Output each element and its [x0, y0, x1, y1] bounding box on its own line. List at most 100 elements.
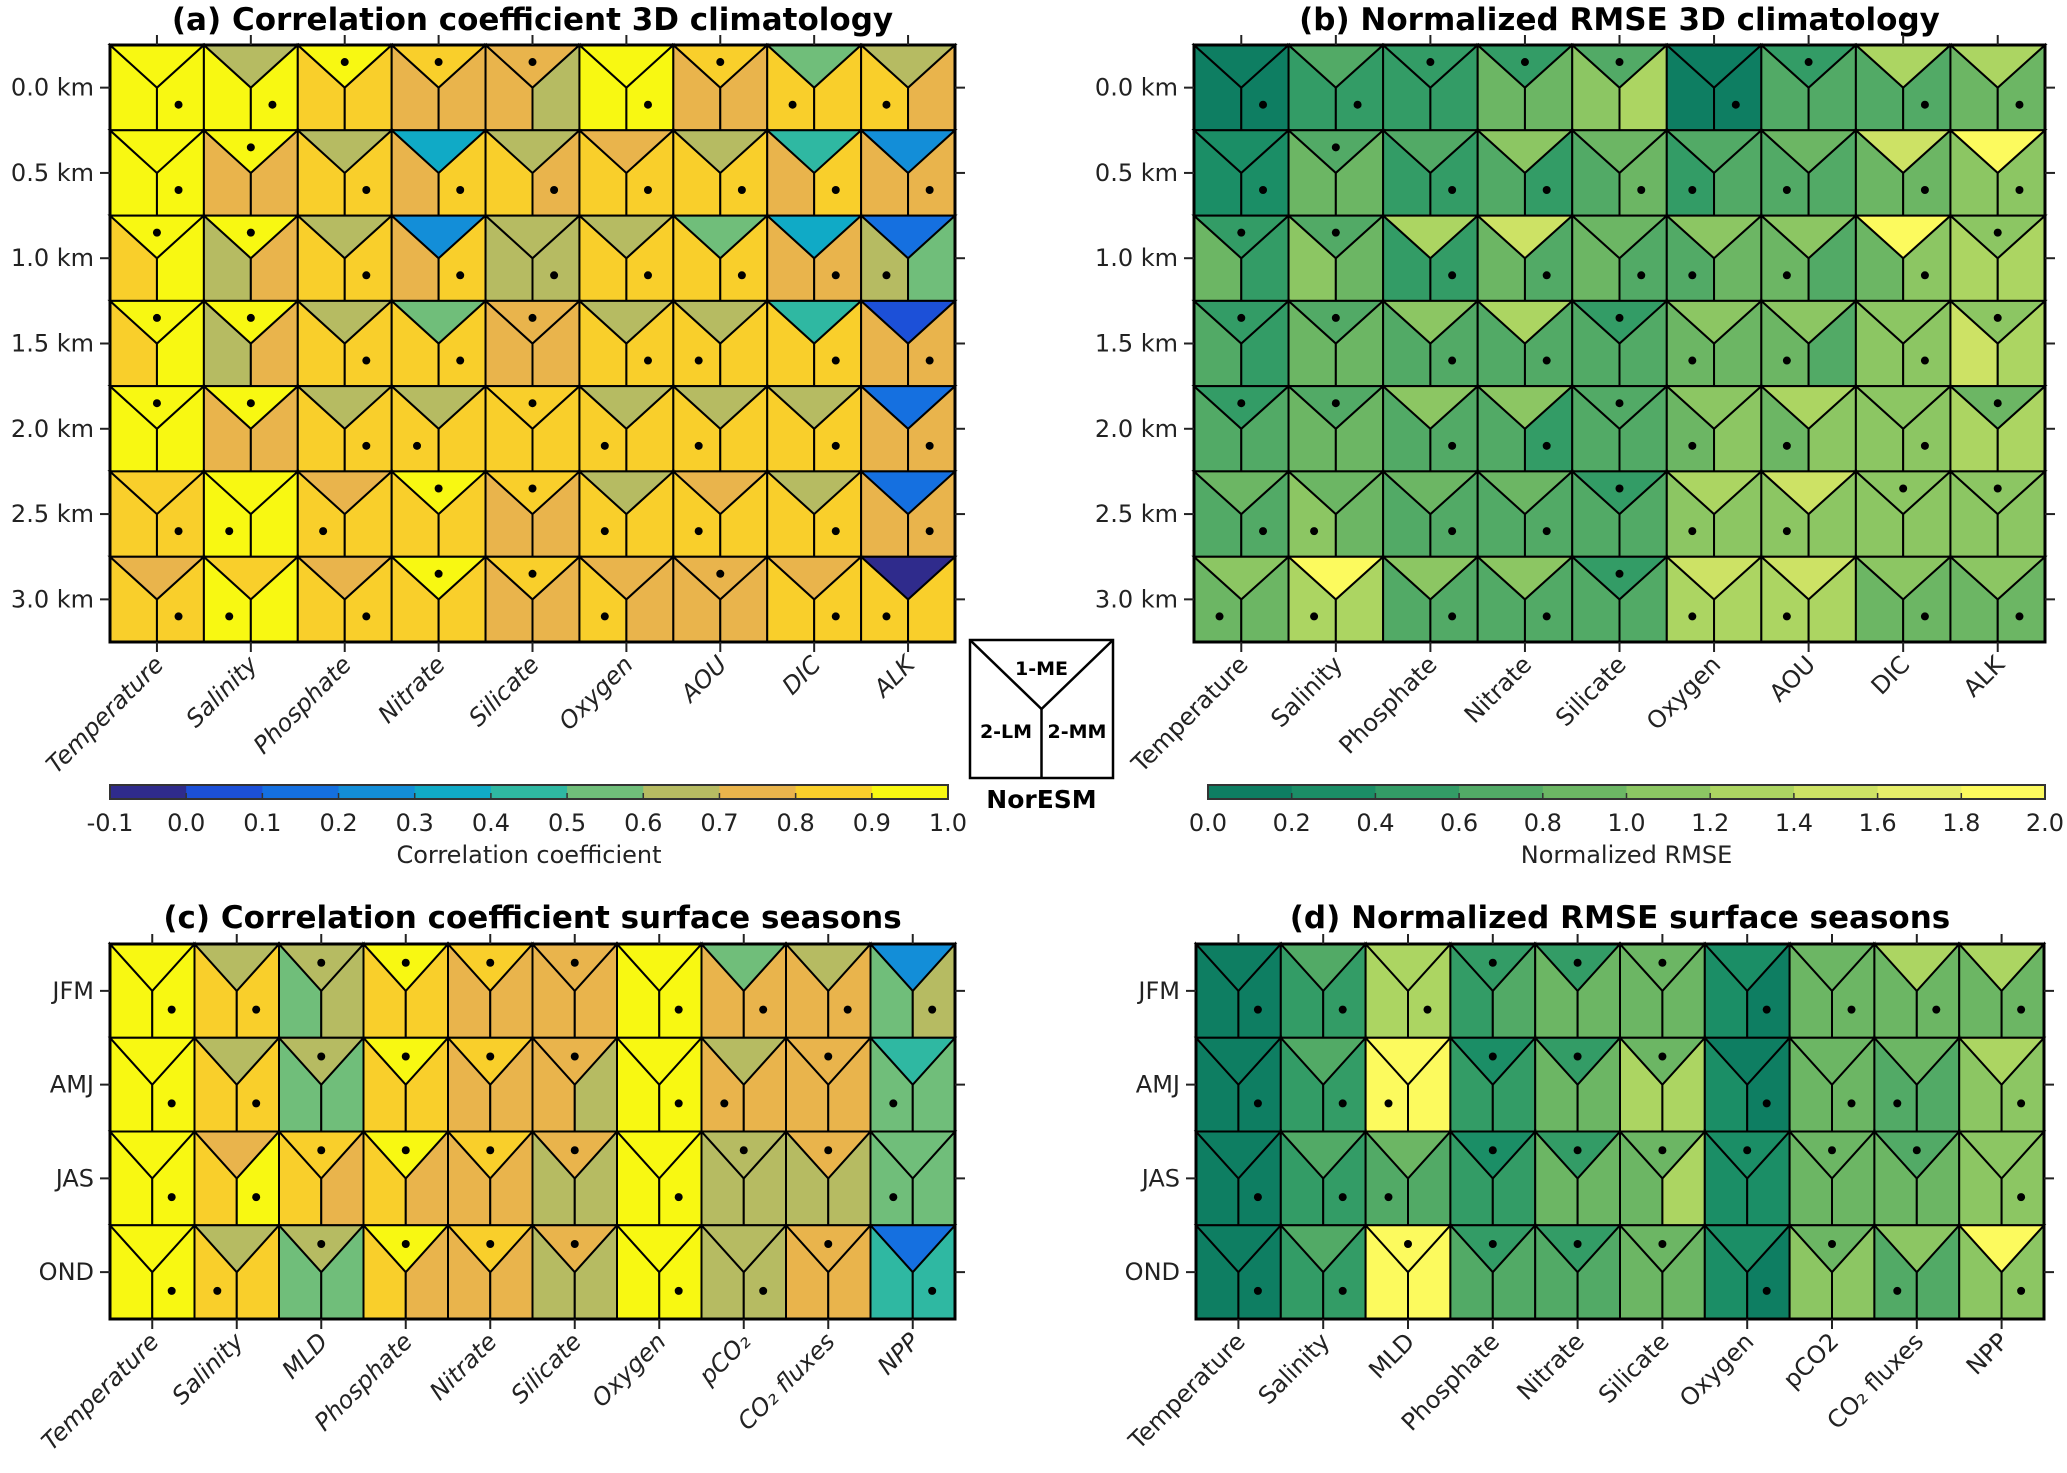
cell-me [1569, 385, 1670, 431]
cell-me [1787, 1224, 1877, 1274]
colorbar-tick-label: 1.4 [1775, 809, 1813, 837]
best-marker-dot [1384, 1193, 1393, 1202]
y-tick-label: JAS [54, 1164, 94, 1192]
x-tick-label: Silicate [1550, 650, 1632, 732]
best-marker-dot [1253, 1286, 1262, 1295]
best-marker-dot [1448, 185, 1457, 194]
best-marker-dot [456, 185, 465, 194]
best-marker-dot [831, 612, 840, 621]
heatmap-cell [389, 554, 489, 643]
best-marker-dot [1488, 1052, 1497, 1061]
best-marker-dot [550, 271, 559, 280]
best-marker-dot [1993, 228, 2002, 237]
x-tick-label: Nitrate [373, 650, 451, 728]
best-marker-dot [2017, 1005, 2026, 1014]
best-marker-dot [643, 185, 652, 194]
colorbar-segment [643, 785, 720, 799]
cell-me [192, 1224, 282, 1274]
heatmap-cell [1532, 941, 1623, 1039]
heatmap-cell [670, 42, 770, 132]
colorbar-tick-label: 2.0 [2026, 809, 2064, 837]
cell-me [107, 1036, 197, 1087]
heatmap-cell [445, 1222, 535, 1320]
y-tick-label: JFM [1136, 977, 1180, 1005]
cell-me [1285, 214, 1386, 260]
x-tick-label: Salinity [1253, 1327, 1336, 1410]
y-tick-label: JAS [1140, 1164, 1180, 1192]
heatmap-cell [858, 554, 958, 643]
best-marker-dot [600, 527, 609, 536]
x-tick-label: ALK [1958, 650, 2011, 703]
best-marker-dot [1573, 958, 1582, 967]
cell-me [295, 129, 395, 175]
heatmap-cell [1191, 554, 1292, 643]
cell-me [1380, 470, 1481, 516]
best-marker-dot [1688, 441, 1697, 450]
heatmap-cell [1448, 1222, 1538, 1320]
x-tick-label: Phosphate [248, 650, 357, 759]
cell-me [1193, 1224, 1284, 1274]
cell-me [1947, 214, 2048, 260]
cell-me [389, 299, 489, 345]
legend-lm-label: 2-LM [980, 721, 1032, 743]
best-marker-dot [737, 271, 746, 280]
heatmap-cell [1664, 213, 1764, 302]
heatmap-cell [201, 128, 301, 217]
best-marker-dot [1338, 1286, 1347, 1295]
best-marker-dot [1762, 1286, 1771, 1295]
cell-me [764, 385, 864, 431]
cell-me [482, 555, 583, 601]
cell-me [445, 1130, 535, 1180]
heatmap-cell [858, 298, 958, 388]
best-marker-dot [1658, 1146, 1667, 1155]
best-marker-dot [252, 1193, 261, 1202]
cell-me [201, 129, 301, 175]
legend-mm-label: 2-MM [1048, 721, 1107, 743]
heatmap-cell [764, 554, 864, 643]
cell-me [1872, 1036, 1962, 1087]
cell-me [482, 299, 583, 345]
colorbar-tick-label: 0.5 [548, 809, 586, 837]
heatmap-cell [107, 213, 207, 302]
colorbar-segment [871, 785, 949, 799]
best-marker-dot [1762, 1005, 1771, 1014]
cell-me [858, 214, 958, 260]
heatmap-cell [482, 469, 583, 558]
cell-me [1617, 1130, 1708, 1180]
heatmap-cell [670, 554, 770, 643]
heatmap-cell [1758, 128, 1859, 217]
heatmap-cell [1380, 128, 1481, 217]
heatmap-cell [699, 1035, 789, 1133]
y-tick-label: AMJ [1136, 1071, 1180, 1099]
y-tick-label: OND [1125, 1258, 1180, 1286]
best-marker-dot [2017, 1286, 2026, 1295]
cell-me [361, 1130, 451, 1180]
best-marker-dot [674, 1286, 683, 1295]
cell-me [1532, 1130, 1623, 1180]
best-marker-dot [1331, 228, 1340, 237]
heatmap-cell [1569, 554, 1670, 643]
x-tick-label: Temperature [1126, 650, 1254, 778]
colorbar-segment [262, 785, 340, 799]
colorbar-tick-label: 0.0 [1189, 809, 1227, 837]
best-marker-dot [1688, 271, 1697, 280]
heatmap-cell [576, 128, 676, 217]
colorbar-frame [109, 784, 949, 800]
heatmap-cell [1193, 1035, 1284, 1133]
colorbar-label: Normalized RMSE [1521, 841, 1733, 869]
heatmap-cell [276, 1128, 366, 1227]
heatmap-cell [201, 298, 301, 388]
cell-me [482, 385, 583, 431]
best-marker-dot [252, 1005, 261, 1014]
colorbar-tick-label: 0.2 [1273, 809, 1311, 837]
best-marker-dot [167, 1193, 176, 1202]
best-marker-dot [925, 356, 934, 365]
best-marker-dot [317, 1052, 326, 1061]
cell-me [1664, 385, 1764, 431]
cell-me [1475, 385, 1575, 431]
heatmap-cell [1569, 42, 1670, 132]
panel-c: (c) Correlation coefficient surface seas… [36, 900, 965, 1456]
best-marker-dot [1520, 58, 1529, 67]
legend-noresm: 1-ME 2-LM 2-MM NorESM [968, 638, 1115, 814]
heatmap-cell [1956, 1035, 2047, 1133]
